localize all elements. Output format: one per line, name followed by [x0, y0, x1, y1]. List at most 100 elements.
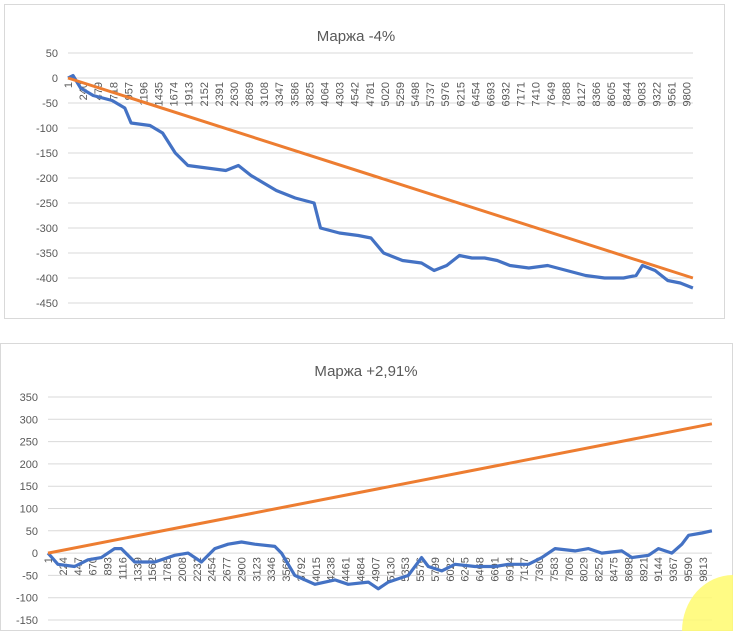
- y-tick-label: -400: [36, 273, 58, 285]
- series-line-orange: [47, 422, 713, 555]
- x-tick-label: 8921: [638, 557, 650, 581]
- x-tick-label: 2008: [177, 557, 189, 581]
- x-tick-label: 5259: [395, 82, 407, 106]
- x-tick-label: 5737: [425, 82, 437, 106]
- x-tick-label: 7137: [519, 557, 531, 581]
- x-tick-label: 6215: [455, 82, 467, 106]
- x-tick-label: 1785: [162, 557, 174, 581]
- x-tick-label: 5498: [410, 82, 422, 106]
- chart-title: Маржа -4%: [317, 28, 396, 45]
- y-tick-label: 200: [20, 459, 38, 471]
- x-tick-label: 1435: [154, 82, 166, 106]
- x-tick-label: 7583: [549, 557, 561, 581]
- x-tick-label: 3123: [251, 557, 263, 581]
- x-tick-label: 4907: [370, 557, 382, 581]
- x-tick-label: 7888: [561, 82, 573, 106]
- x-tick-label: 6914: [504, 557, 516, 581]
- x-tick-label: 3586: [289, 82, 301, 106]
- x-tick-label: 1196: [138, 82, 150, 106]
- x-tick-label: 8029: [579, 557, 591, 581]
- y-tick-label: 100: [20, 504, 38, 516]
- y-tick-label: 0: [52, 73, 58, 85]
- x-tick-label: 3108: [259, 82, 271, 106]
- y-tick-label: -50: [22, 570, 38, 582]
- y-tick-label: -100: [16, 593, 38, 605]
- x-tick-label: 2454: [207, 557, 219, 581]
- x-tick-label: 4542: [350, 82, 362, 106]
- y-tick-label: 350: [20, 392, 38, 404]
- x-tick-label: 9800: [682, 82, 694, 106]
- x-tick-label: 8844: [621, 82, 633, 106]
- x-tick-label: 3346: [266, 557, 278, 581]
- x-tick-label: 6693: [485, 82, 497, 106]
- x-tick-label: 3347: [274, 82, 286, 106]
- x-tick-label: 7806: [564, 557, 576, 581]
- x-tick-label: 4064: [320, 82, 332, 106]
- x-tick-label: 7360: [534, 557, 546, 581]
- x-tick-label: 6245: [460, 557, 472, 581]
- x-tick-label: 670: [88, 557, 100, 575]
- y-tick-label: -150: [16, 615, 38, 627]
- x-tick-label: 9144: [653, 557, 665, 581]
- x-tick-label: 8475: [609, 557, 621, 581]
- x-tick-label: 9813: [698, 557, 710, 581]
- x-tick-label: 9561: [667, 82, 679, 106]
- chart-svg: Маржа +2,91% 350 300 250 200 150 100 50 0 -50 -10…: [16, 363, 713, 627]
- series-line-blue: [67, 73, 694, 290]
- y-tick-label: -200: [36, 173, 58, 185]
- x-tick-label: 6454: [470, 82, 482, 106]
- x-tick-label: 8605: [606, 82, 618, 106]
- x-tick-label: 5130: [385, 557, 397, 581]
- x-tick-label: 9322: [651, 82, 663, 106]
- x-tick-label: 718: [108, 82, 120, 100]
- x-tick-label: 8698: [623, 557, 635, 581]
- y-tick-label: 250: [20, 437, 38, 449]
- x-tick-label: 3825: [304, 82, 316, 106]
- x-tick-label: 2869: [244, 82, 256, 106]
- x-tick-label: 1: [43, 557, 55, 563]
- x-tick-label: 4015: [311, 557, 323, 581]
- x-tick-label: 2677: [222, 557, 234, 581]
- series-line-orange: [67, 76, 694, 280]
- x-tick-label: 1: [63, 82, 75, 88]
- y-tick-label: -350: [36, 248, 58, 260]
- y-tick-label: -300: [36, 223, 58, 235]
- x-tick-label: 2391: [214, 82, 226, 106]
- y-tick-label: 0: [32, 548, 38, 560]
- x-tick-label: 7171: [516, 82, 528, 106]
- chart-svg: Маржа -4% 50 0 -50 -100 -150 -200 -250 -300 -350…: [36, 28, 694, 310]
- x-tick-label: 4238: [326, 557, 338, 581]
- y-tick-label: -100: [36, 123, 58, 135]
- x-tick-label: 7410: [531, 82, 543, 106]
- x-tick-label: 9590: [683, 557, 695, 581]
- x-tick-label: 8252: [594, 557, 606, 581]
- x-tick-label: 2152: [199, 82, 211, 106]
- x-tick-label: 4461: [341, 557, 353, 581]
- chart-marzha-plus-2-91: Маржа +2,91% 350 300 250 200 150 100 50 0 -50 -10…: [0, 343, 733, 631]
- x-tick-label: 9083: [636, 82, 648, 106]
- y-tick-label: -450: [36, 298, 58, 310]
- y-tick-label: 50: [46, 48, 58, 60]
- x-tick-label: 4684: [356, 557, 368, 581]
- x-tick-label: 6691: [489, 557, 501, 581]
- chart-marzha-minus-4: Маржа -4% 50 0 -50 -100 -150 -200 -250 -300 -350…: [4, 4, 725, 319]
- x-tick-label: 4781: [365, 82, 377, 106]
- x-tick-label: 7649: [546, 82, 558, 106]
- series-line-blue: [46, 529, 713, 591]
- x-tick-label: 5976: [440, 82, 452, 106]
- x-tick-label: 4303: [335, 82, 347, 106]
- x-tick-label: 3569: [281, 557, 293, 581]
- x-tick-label: 2900: [236, 557, 248, 581]
- y-tick-label: -50: [42, 98, 58, 110]
- x-tick-label: 6468: [475, 557, 487, 581]
- x-tick-label: 5020: [380, 82, 392, 106]
- x-tick-label: 6932: [501, 82, 513, 106]
- y-tick-label: 150: [20, 481, 38, 493]
- y-tick-label: -250: [36, 198, 58, 210]
- x-tick-label: 1674: [169, 82, 181, 106]
- chart-title: Маржа +2,91%: [314, 363, 417, 380]
- y-tick-label: 300: [20, 414, 38, 426]
- x-tick-label: 8366: [591, 82, 603, 106]
- x-tick-label: 893: [103, 557, 115, 575]
- y-tick-label: -150: [36, 148, 58, 160]
